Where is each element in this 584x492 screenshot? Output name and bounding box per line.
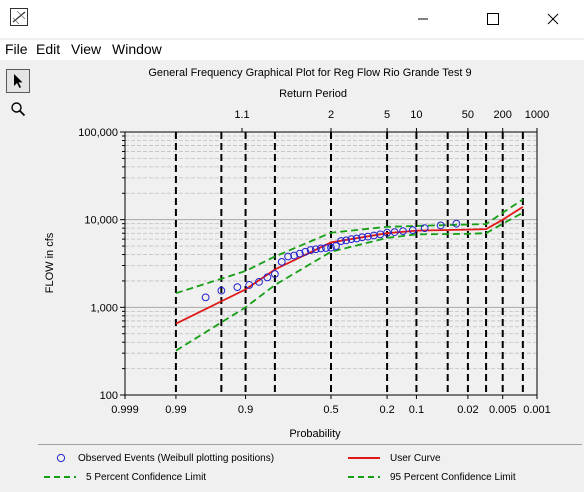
top-tick-label: 200: [494, 109, 512, 121]
legend-user-curve-label: User Curve: [390, 452, 441, 464]
observed-point: [270, 270, 279, 278]
maximize-icon: [487, 13, 499, 25]
x-axis-title: Probability: [289, 428, 341, 440]
legend-observed: Observed Events (Weibull plotting positi…: [54, 450, 274, 466]
legend-lower-limit-label: 5 Percent Confidence Limit: [86, 471, 207, 483]
observed-point: [233, 283, 242, 292]
observed-point: [263, 273, 272, 282]
menu-edit[interactable]: Edit: [36, 41, 61, 57]
zoom-tool-button[interactable]: [6, 97, 30, 121]
menu-bar: File Edit View Window: [0, 40, 584, 60]
magnifier-icon: [11, 102, 26, 117]
observed-point: [290, 251, 299, 260]
observed-point: [452, 219, 461, 228]
app-chart-icon: [10, 8, 28, 26]
close-icon: [547, 13, 559, 25]
top-tick-label: 5: [384, 109, 390, 121]
x-tick-label: 0.001: [523, 404, 551, 416]
legend-solid-line: [348, 457, 380, 459]
tool-palette: [0, 62, 38, 492]
y-tick-label: 10,000: [84, 215, 118, 227]
observed-point: [201, 293, 210, 302]
observed-point: [342, 236, 351, 245]
observed-point: [217, 286, 226, 295]
axis-ticks: 100 1,000 10,000 100,000 0.999 0.99 0.9 0.5 0.2 0…: [78, 109, 551, 416]
legend-dashed-line: [44, 476, 76, 478]
observed-point: [277, 257, 286, 266]
return-period-label: Return Period: [279, 88, 347, 100]
legend-user-curve: User Curve: [348, 450, 441, 466]
observed-point: [301, 247, 310, 256]
return-period-lines: [174, 132, 524, 395]
x-tick-label: 0.2: [379, 404, 394, 416]
observed-point: [255, 278, 263, 286]
x-tick-label: 0.005: [489, 404, 517, 416]
x-tick-label: 0.5: [323, 404, 338, 416]
legend-upper-limit: 95 Percent Confidence Limit: [348, 469, 516, 485]
legend-dashed-line: [348, 476, 380, 478]
observed-point: [295, 249, 304, 258]
y-tick-label: 1,000: [90, 302, 118, 314]
top-tick-label: 2: [328, 109, 334, 121]
chart-title: General Frequency Graphical Plot for Reg…: [148, 67, 471, 79]
observed-point: [399, 227, 407, 236]
frequency-plot[interactable]: General Frequency Graphical Plot for Reg…: [38, 62, 582, 442]
observed-point: [420, 224, 429, 233]
y-axis-title: FLOW in cfs: [44, 232, 56, 293]
pointer-tool-button[interactable]: [6, 69, 30, 93]
top-tick-label: 1.1: [234, 109, 249, 121]
top-tick-label: 10: [410, 109, 422, 121]
observed-point: [436, 221, 445, 230]
menu-view[interactable]: View: [71, 41, 102, 57]
minimize-button[interactable]: [400, 0, 446, 38]
legend: Observed Events (Weibull plotting positi…: [38, 444, 582, 491]
y-tick-label: 100,000: [78, 127, 118, 139]
title-bar: [0, 0, 584, 38]
data-series: [175, 198, 524, 352]
observed-point: [327, 243, 335, 252]
menu-window[interactable]: Window: [112, 41, 162, 57]
maximize-button[interactable]: [470, 0, 516, 38]
minimize-icon: [418, 18, 428, 20]
observed-point: [284, 252, 293, 261]
observed-point: [358, 233, 367, 242]
close-button[interactable]: [530, 0, 576, 38]
top-tick-label: 50: [462, 109, 474, 121]
pointer-icon: [14, 74, 23, 88]
user-curve-line: [175, 206, 524, 325]
legend-upper-limit-label: 95 Percent Confidence Limit: [390, 471, 516, 483]
observed-point: [311, 245, 320, 254]
observed-point: [306, 246, 315, 254]
observed-point: [352, 234, 361, 243]
legend-observed-label: Observed Events (Weibull plotting positi…: [78, 452, 275, 464]
x-tick-label: 0.1: [409, 404, 424, 416]
x-tick-label: 0.02: [457, 404, 478, 416]
legend-lower-limit: 5 Percent Confidence Limit: [44, 469, 206, 485]
observed-point: [347, 235, 356, 244]
observed-point: [317, 244, 325, 253]
observed-point: [408, 226, 417, 235]
lower-confidence-line: [175, 211, 524, 352]
x-tick-label: 0.9: [238, 404, 253, 416]
observed-point: [363, 232, 372, 241]
y-tick-label: 100: [100, 390, 118, 402]
top-tick-label: 1000: [525, 109, 549, 121]
observed-point: [322, 244, 330, 252]
x-tick-label: 0.99: [165, 404, 186, 416]
observed-point: [332, 242, 340, 250]
observed-point: [383, 228, 392, 237]
observed-point: [245, 281, 254, 289]
observed-point: [390, 228, 399, 237]
observed-point: [337, 237, 345, 245]
x-tick-label: 0.999: [111, 404, 139, 416]
plot-panel: General Frequency Graphical Plot for Reg…: [38, 62, 582, 442]
menu-file[interactable]: File: [5, 41, 28, 57]
upper-confidence-line: [175, 198, 524, 295]
legend-circle-marker: [56, 453, 66, 463]
